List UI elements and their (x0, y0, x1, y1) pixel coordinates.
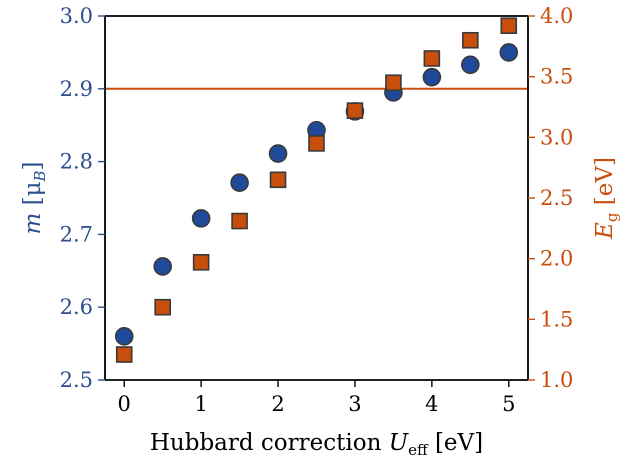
y-left-axis-label-variable: m (20, 213, 46, 235)
y-left-axis-label-unit: [μ (20, 181, 46, 212)
y-left-axis-label: m [μB] (20, 161, 49, 234)
magnetic-moment-point (191, 209, 211, 228)
x-axis-label-unit: [eV] (428, 430, 483, 456)
y-right-axis-label-subscript: g (603, 212, 621, 222)
y-left-axis-label-close: ] (20, 161, 46, 170)
x-tick-label: 0 (118, 392, 131, 416)
y-right-tick-label: 1.0 (540, 368, 573, 392)
y-right-axis-label: Eg [eV] (592, 157, 621, 240)
y-left-tick-label: 2.6 (60, 295, 93, 319)
x-tick-label: 4 (425, 392, 438, 416)
y-right-tick-label: 2.0 (540, 247, 573, 271)
y-left-tick-label: 3.0 (60, 4, 93, 28)
y-left-tick-label: 2.5 (60, 368, 93, 392)
y-right-tick-label: 4.0 (540, 4, 573, 28)
magnetic-moment-point (114, 327, 134, 346)
y-right-tick-label: 3.0 (540, 125, 573, 149)
x-axis-label-variable: U (389, 430, 410, 456)
band-gap-point (231, 212, 248, 230)
y-left-tick-label: 2.8 (60, 150, 93, 174)
band-gap-point (115, 346, 133, 363)
y-right-tick-label: 2.5 (540, 186, 573, 210)
band-gap-point (423, 50, 441, 67)
x-tick-label: 2 (271, 392, 284, 416)
x-axis-label-text: Hubbard correction (150, 430, 389, 456)
x-tick-label: 5 (502, 392, 515, 416)
magnetic-moment-point (422, 67, 442, 87)
y-right-axis-label-variable: E (592, 222, 618, 240)
y-right-axis-label-unit: [eV] (592, 157, 618, 212)
y-left-axis-label-subscript: B (31, 170, 49, 182)
magnetic-moment-point (499, 43, 519, 62)
magnetic-moment-point (153, 257, 172, 276)
band-gap-point (154, 298, 171, 316)
band-gap-point (192, 254, 210, 271)
band-gap-point (385, 74, 402, 92)
markers-layer (114, 17, 519, 363)
x-axis-label: Hubbard correction Ueff [eV] (150, 430, 483, 459)
band-gap-point (500, 17, 518, 35)
y-left-tick-label: 2.9 (60, 77, 93, 101)
x-tick-label: 3 (348, 392, 361, 416)
ticks-layer: 0 1 2 3 4 5 2.5 2.6 2.7 2.8 2.9 3.0 1.0 1.5 2.0 2.5 3.0 3… (60, 4, 574, 416)
magnetic-moment-point (230, 173, 249, 193)
band-gap-point (346, 102, 364, 119)
y-right-tick-label: 3.5 (540, 65, 573, 89)
x-tick-label: 1 (194, 392, 207, 416)
y-left-tick-label: 2.7 (60, 222, 93, 246)
axis-labels-layer: Hubbard correction Ueff [eV] m [μB] Eg [eV… (20, 157, 621, 459)
magnetic-moment-point (461, 55, 480, 75)
band-gap-point (462, 31, 479, 49)
y-right-tick-label: 1.5 (540, 307, 573, 331)
band-gap-point (308, 135, 325, 152)
band-gap-point (269, 171, 287, 189)
magnetic-moment-point (268, 144, 288, 163)
x-axis-label-subscript: eff (408, 441, 429, 459)
